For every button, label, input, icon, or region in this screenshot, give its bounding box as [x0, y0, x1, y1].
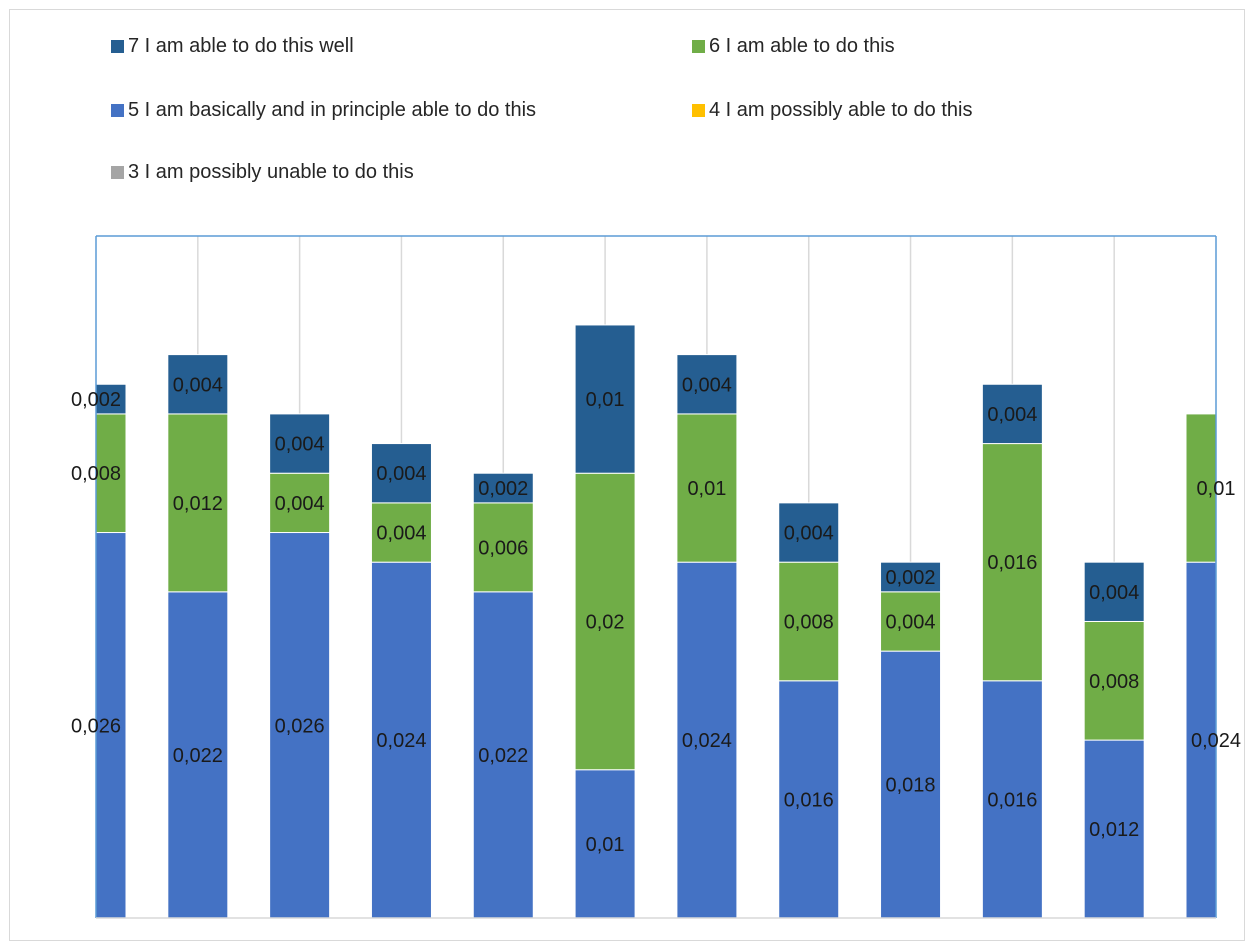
- data-label: 0,012: [1089, 819, 1139, 841]
- bar-segment: [269, 413, 331, 474]
- bar-segment: [167, 413, 229, 593]
- data-label: 0,01: [1197, 478, 1236, 500]
- data-label: 0,002: [886, 567, 936, 589]
- data-label: 0,026: [275, 715, 325, 737]
- data-label: 0,002: [478, 478, 528, 500]
- bar-segment: [472, 472, 534, 504]
- legend-item-level-5: 5 I am basically and in principle able t…: [111, 100, 536, 120]
- bar-segment: [167, 591, 229, 919]
- data-label: 0,002: [71, 389, 121, 411]
- data-label: 0,004: [987, 404, 1037, 426]
- legend-swatch-level-4: [692, 103, 705, 117]
- data-label: 0,004: [275, 493, 325, 515]
- data-label: 0,008: [71, 463, 121, 485]
- data-label: 0,006: [478, 537, 528, 559]
- data-label: 0,004: [376, 523, 426, 545]
- bar-segment: [95, 532, 127, 919]
- bar-segment: [880, 561, 942, 593]
- legend-label-level-6: 6 I am able to do this: [709, 35, 895, 57]
- data-label: 0,024: [376, 730, 426, 752]
- bar-segment: [167, 354, 229, 415]
- legend-swatch-level-7: [111, 39, 124, 53]
- legend-item-level-3: 3 I am possibly unable to do this: [111, 162, 414, 182]
- bar-segment: [778, 561, 840, 682]
- bar-segment: [269, 532, 331, 919]
- bar-segment: [370, 502, 432, 563]
- data-label: 0,02: [586, 611, 625, 633]
- data-label: 0,01: [687, 478, 726, 500]
- bar-segment: [981, 680, 1043, 919]
- bar-segment: [1083, 561, 1145, 622]
- legend-item-level-6: 6 I am able to do this: [692, 36, 895, 56]
- bar-segment: [676, 413, 738, 563]
- data-label: 0,022: [173, 745, 223, 767]
- data-label: 0,01: [586, 389, 625, 411]
- data-label: 0,004: [275, 434, 325, 456]
- data-label: 0,008: [784, 611, 834, 633]
- legend-label-level-3: 3 I am possibly unable to do this: [128, 161, 414, 183]
- data-label: 0,016: [987, 789, 1037, 811]
- data-label: 0,004: [1089, 582, 1139, 604]
- data-label: 0,012: [173, 493, 223, 515]
- legend-item-level-7: 7 I am able to do this well: [111, 36, 354, 56]
- bar-segment: [676, 561, 738, 919]
- bar-segment: [574, 324, 636, 474]
- bar-segment: [1185, 413, 1217, 563]
- bar-segment: [269, 472, 331, 534]
- bar-segment: [981, 443, 1043, 682]
- legend-swatch-level-6: [692, 39, 705, 53]
- data-label: 0,004: [376, 463, 426, 485]
- bar-segment: [880, 591, 942, 652]
- data-label: 0,018: [886, 775, 936, 797]
- bar-segment: [880, 650, 942, 919]
- bar-segment: [574, 472, 636, 771]
- bar-segment: [981, 383, 1043, 445]
- data-label: 0,008: [1089, 671, 1139, 693]
- data-label: 0,026: [71, 715, 121, 737]
- data-label: 0,004: [173, 374, 223, 396]
- legend-item-level-4: 4 I am possibly able to do this: [692, 100, 972, 120]
- data-labels-group: 0,026 0,008 0,002 0,022 0,012 0,004 0,026 0,004…: [71, 374, 1241, 856]
- legend-swatch-level-5: [111, 103, 124, 117]
- data-label: 0,004: [886, 611, 936, 633]
- bar-segment: [778, 680, 840, 919]
- data-label: 0,024: [1191, 730, 1241, 752]
- bar-segment: [370, 443, 432, 504]
- bar-segment: [472, 591, 534, 919]
- legend-label-level-7: 7 I am able to do this well: [128, 35, 354, 57]
- bar-segment: [1083, 739, 1145, 919]
- bar-segment: [472, 502, 534, 593]
- data-label: 0,004: [784, 523, 834, 545]
- data-label: 0,016: [987, 552, 1037, 574]
- legend-swatch-level-3: [111, 165, 124, 179]
- legend-label-level-4: 4 I am possibly able to do this: [709, 99, 973, 121]
- data-label: 0,024: [682, 730, 732, 752]
- bar-segment: [676, 354, 738, 415]
- bars-group: [95, 324, 1217, 919]
- bar-segment: [370, 561, 432, 919]
- bar-segment: [574, 769, 636, 919]
- data-label: 0,004: [682, 374, 732, 396]
- data-label: 0,01: [586, 834, 625, 856]
- bar-segment: [778, 502, 840, 563]
- data-label: 0,022: [478, 745, 528, 767]
- legend-label-level-5: 5 I am basically and in principle able t…: [128, 99, 537, 121]
- data-label: 0,016: [784, 789, 834, 811]
- bar-segment: [95, 413, 127, 534]
